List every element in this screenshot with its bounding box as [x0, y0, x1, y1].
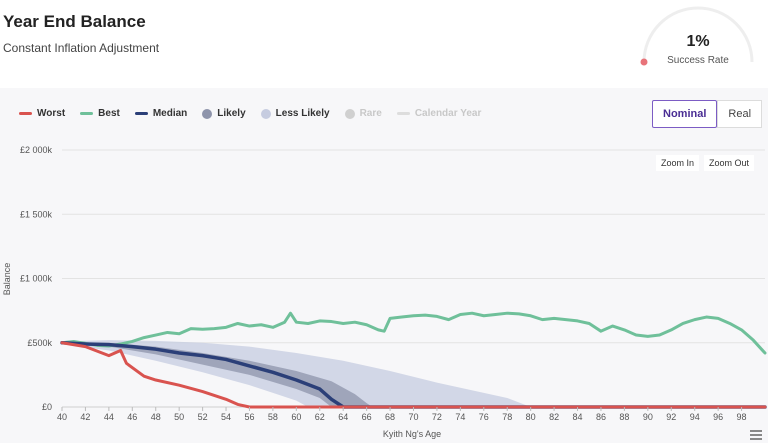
- success-rate-label: Success Rate: [667, 55, 729, 66]
- success-rate-gauge: [640, 6, 754, 66]
- legend-label: Worst: [37, 108, 66, 119]
- legend-item-median[interactable]: Median: [134, 108, 188, 119]
- zoom-out-button[interactable]: Zoom Out: [704, 155, 755, 171]
- legend-label: Calendar Year: [414, 108, 482, 119]
- legend-swatch: [344, 108, 355, 119]
- success-rate-value: 1%: [686, 33, 710, 50]
- nominal-button[interactable]: Nominal: [652, 100, 718, 128]
- legend-label: Best: [98, 108, 120, 119]
- chart-panel: [0, 88, 768, 443]
- real-button[interactable]: Real: [717, 100, 763, 128]
- legend-swatch: [202, 108, 213, 119]
- legend-swatch: [19, 112, 32, 115]
- gauge-track: [642, 6, 754, 63]
- legend-item-best[interactable]: Best: [80, 108, 120, 119]
- legend-swatch: [80, 112, 94, 115]
- legend-swatch: [260, 108, 271, 119]
- legend-item-worst[interactable]: Worst: [19, 108, 65, 119]
- page-subtitle: Constant Inflation Adjustment: [3, 41, 160, 55]
- legend-item-likely[interactable]: Likely: [202, 108, 246, 119]
- legend-label: Likely: [217, 108, 246, 119]
- chart-header: Year End Balance Constant Inflation Adju…: [0, 0, 768, 88]
- legend-swatch: [134, 112, 148, 115]
- value-mode-toggle: Nominal Real: [652, 100, 763, 128]
- legend-item-rare[interactable]: Rare: [344, 108, 382, 119]
- legend-label: Rare: [359, 108, 382, 119]
- gauge-indicator: [640, 58, 648, 66]
- legend-item-less-likely[interactable]: Less Likely: [260, 108, 330, 119]
- legend-swatch: [396, 112, 410, 115]
- chart-menu-icon[interactable]: [750, 430, 762, 440]
- legend-item-calendar-year[interactable]: Calendar Year: [396, 108, 482, 119]
- page-title: Year End Balance: [3, 12, 146, 31]
- chart-legend: Worst Best Median Likely Less Likely Rar…: [19, 108, 496, 119]
- legend-label: Median: [152, 108, 188, 119]
- zoom-in-button[interactable]: Zoom In: [656, 155, 700, 171]
- legend-label: Less Likely: [275, 108, 330, 119]
